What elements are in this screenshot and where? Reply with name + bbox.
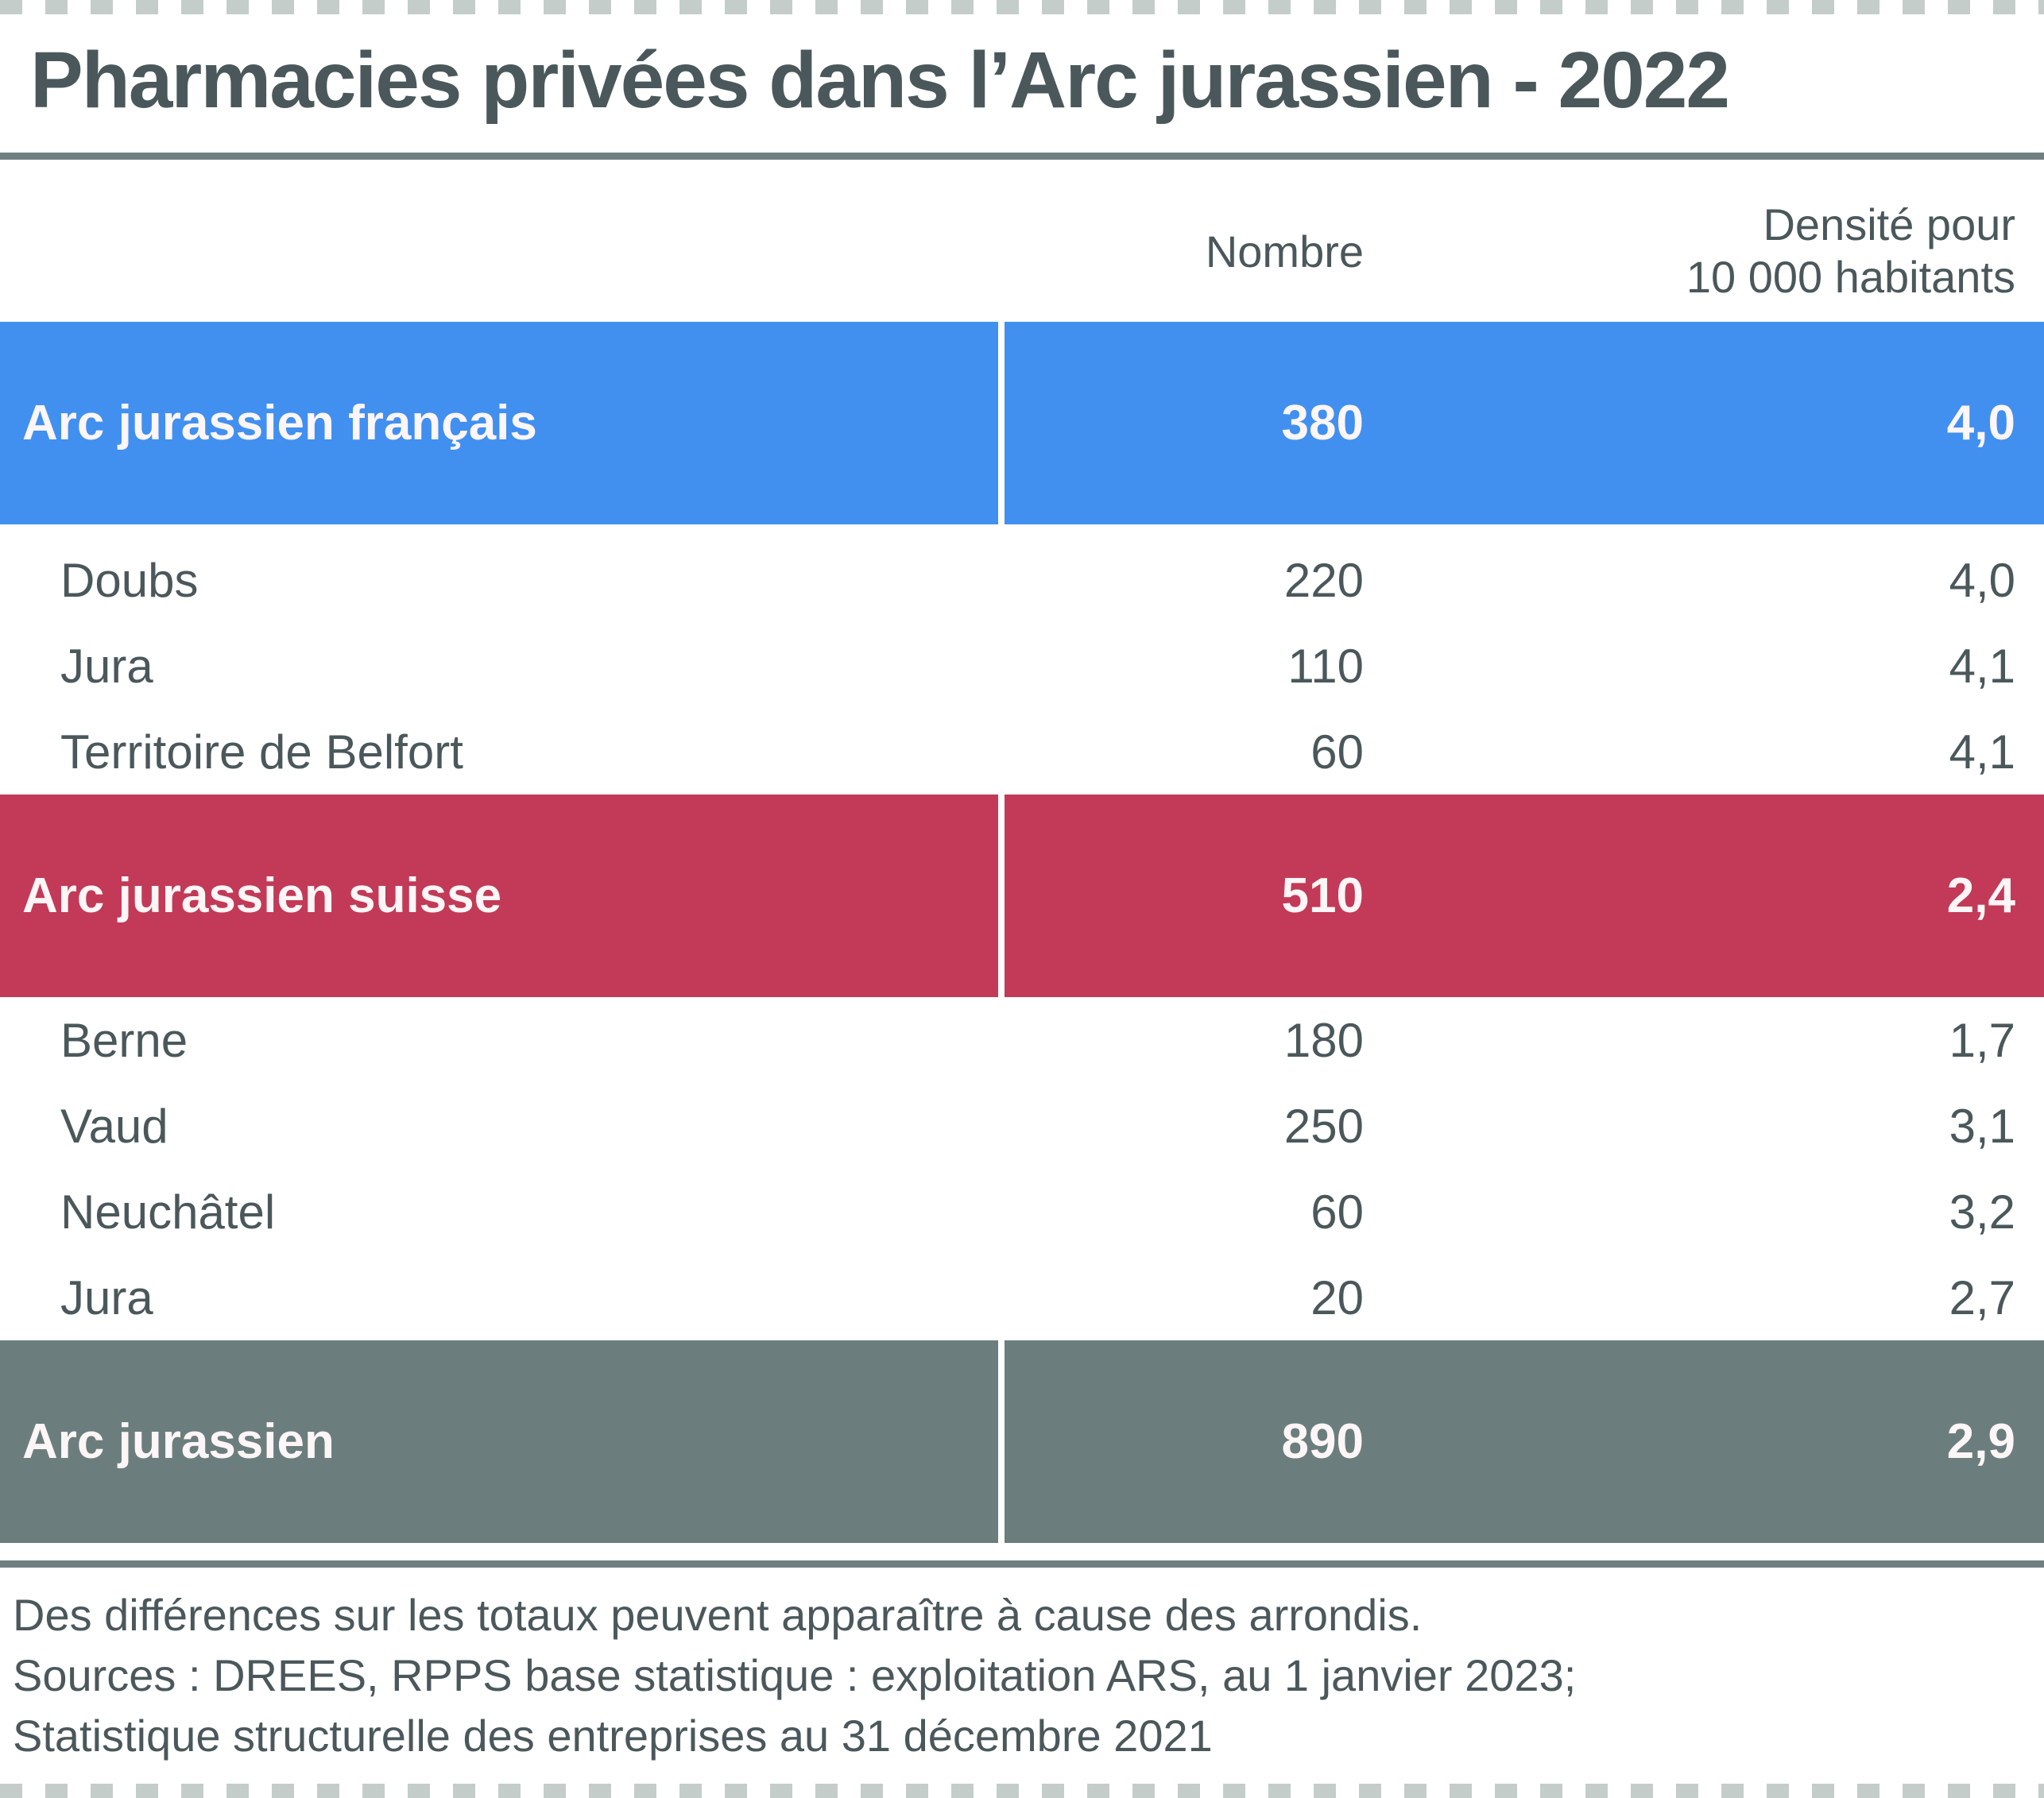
column-header-densite-line1: Densité pour bbox=[1763, 199, 2015, 249]
row-densite-value: 4,1 bbox=[1949, 725, 2015, 779]
table-row-arc-jurassien-suisse: Arc jurassien suisse 510 2,4 bbox=[0, 795, 2044, 997]
column-header-densite-line2: 10 000 habitants bbox=[1686, 252, 2015, 302]
row-label: Doubs bbox=[0, 537, 1005, 623]
row-label: Territoire de Belfort bbox=[0, 709, 1005, 795]
title-divider bbox=[0, 153, 2044, 160]
footer-divider bbox=[0, 1560, 2044, 1568]
row-nombre-value: 510 bbox=[1005, 795, 1364, 997]
bottom-dashed-border bbox=[0, 1784, 2044, 1798]
row-nombre-value: 60 bbox=[1310, 725, 1364, 779]
table-row-jura-ch: Jura 20 2,7 bbox=[0, 1255, 2044, 1340]
row-densite-value: 4,1 bbox=[1949, 639, 2015, 693]
table-row-arc-jurassien-francais: Arc jurassien français 380 4,0 bbox=[0, 322, 2044, 524]
row-label: Vaud bbox=[0, 1083, 1005, 1169]
top-dashed-border bbox=[0, 0, 2044, 14]
row-densite-value: 2,7 bbox=[1949, 1270, 2015, 1324]
row-densite-value: 2,9 bbox=[1364, 1340, 2044, 1543]
row-nombre-value: 20 bbox=[1310, 1270, 1364, 1324]
footnote-rounding: Des différences sur les totaux peuvent a… bbox=[13, 1590, 1423, 1640]
row-densite-value: 4,0 bbox=[1364, 322, 2044, 524]
table-row-jura-fr: Jura 110 4,1 bbox=[0, 623, 2044, 709]
row-densite-value: 4,0 bbox=[1949, 553, 2015, 607]
row-densite-value: 1,7 bbox=[1949, 1013, 2015, 1067]
footnote-sources-line2: Statistique structurelle des entreprises… bbox=[13, 1711, 1213, 1761]
row-label: Berne bbox=[0, 997, 1005, 1083]
row-densite-value: 3,1 bbox=[1949, 1099, 2015, 1153]
row-nombre-value: 180 bbox=[1283, 1013, 1364, 1067]
row-nombre-value: 380 bbox=[1005, 322, 1364, 524]
row-nombre-value: 890 bbox=[1005, 1340, 1364, 1543]
row-label: Jura bbox=[0, 1255, 1005, 1340]
table-row-territoire-de-belfort: Territoire de Belfort 60 4,1 bbox=[0, 709, 2044, 795]
row-label: Arc jurassien bbox=[0, 1340, 1005, 1543]
column-header-nombre: Nombre bbox=[1205, 226, 1364, 276]
row-nombre-value: 220 bbox=[1283, 553, 1364, 607]
column-header-densite: Densité pour 10 000 habitants bbox=[1364, 180, 2044, 322]
row-densite-value: 3,2 bbox=[1949, 1185, 2015, 1239]
header-spacer-cell bbox=[0, 180, 1005, 322]
table-row-neuchatel: Neuchâtel 60 3,2 bbox=[0, 1169, 2044, 1255]
row-label: Neuchâtel bbox=[0, 1169, 1005, 1255]
page-title: Pharmacies privées dans l’Arc jurassien … bbox=[30, 36, 1730, 125]
row-label: Jura bbox=[0, 623, 1005, 709]
table-row-doubs: Doubs 220 4,0 bbox=[0, 537, 2044, 623]
table-header-row: Nombre Densité pour 10 000 habitants bbox=[0, 180, 2044, 322]
row-nombre-value: 250 bbox=[1283, 1099, 1364, 1153]
footnotes: Des différences sur les totaux peuvent a… bbox=[13, 1585, 2044, 1766]
row-densite-value: 2,4 bbox=[1364, 795, 2044, 997]
table-row-arc-jurassien-total: Arc jurassien 890 2,9 bbox=[0, 1340, 2044, 1543]
table-row-vaud: Vaud 250 3,1 bbox=[0, 1083, 2044, 1169]
row-label: Arc jurassien français bbox=[0, 322, 1005, 524]
row-nombre-value: 110 bbox=[1287, 639, 1364, 693]
row-label: Arc jurassien suisse bbox=[0, 795, 1005, 997]
row-nombre-value: 60 bbox=[1310, 1185, 1364, 1239]
table-row-berne: Berne 180 1,7 bbox=[0, 997, 2044, 1083]
footnote-sources-line1: Sources : DREES, RPPS base statistique :… bbox=[13, 1650, 1577, 1700]
